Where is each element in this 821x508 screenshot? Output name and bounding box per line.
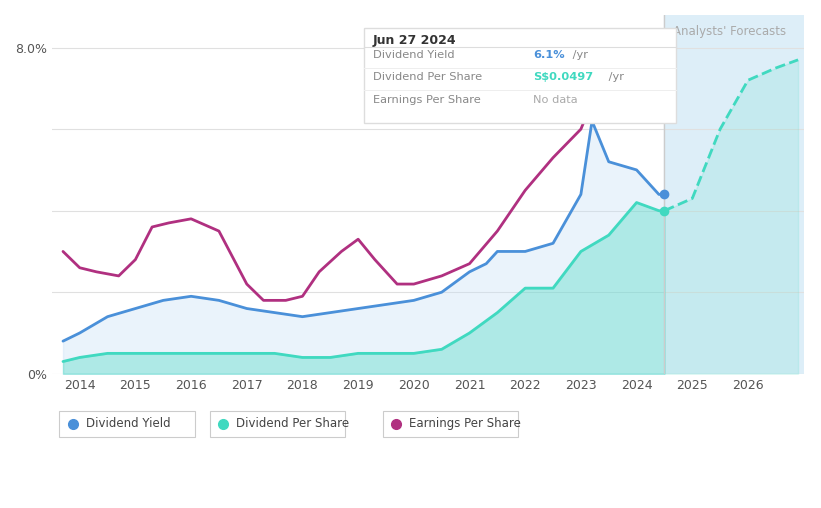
Text: Dividend Per Share: Dividend Per Share (373, 73, 482, 82)
Text: Analysts' Forecasts: Analysts' Forecasts (672, 25, 786, 38)
Text: /yr: /yr (569, 50, 588, 60)
Text: No data: No data (533, 94, 578, 105)
Bar (664, 15, 804, 374)
Text: S$0.0497: S$0.0497 (533, 73, 593, 82)
Text: Past: Past (637, 36, 662, 48)
FancyBboxPatch shape (209, 411, 345, 436)
Text: 6.1%: 6.1% (533, 50, 565, 60)
FancyBboxPatch shape (59, 411, 195, 436)
Text: Earnings Per Share: Earnings Per Share (373, 94, 480, 105)
FancyBboxPatch shape (383, 411, 518, 436)
FancyBboxPatch shape (364, 27, 676, 122)
Text: Earnings Per Share: Earnings Per Share (409, 418, 521, 430)
Text: Dividend Per Share: Dividend Per Share (236, 418, 349, 430)
Text: Dividend Yield: Dividend Yield (85, 418, 170, 430)
Text: Dividend Yield: Dividend Yield (373, 50, 455, 60)
Text: /yr: /yr (605, 73, 624, 82)
Text: Jun 27 2024: Jun 27 2024 (373, 34, 456, 47)
